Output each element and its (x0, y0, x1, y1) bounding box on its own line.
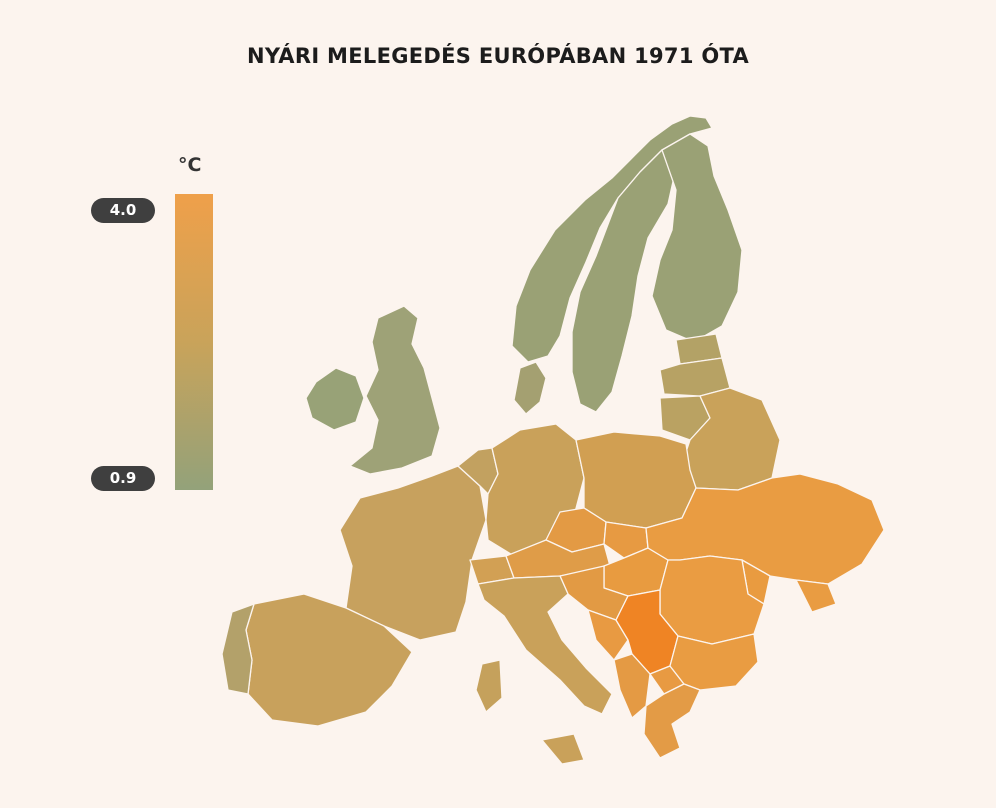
region-bulgaria (669, 633, 759, 691)
region-ireland (305, 367, 365, 431)
legend-min-tick: 0.9 (91, 466, 155, 491)
region-france (339, 465, 487, 641)
legend-max-tick: 4.0 (91, 198, 155, 223)
region-united-kingdom (349, 305, 441, 475)
region-portugal (221, 603, 255, 695)
region-hungary (603, 547, 669, 597)
region-italy (477, 575, 613, 715)
region-crimea (795, 579, 837, 613)
region-finland (651, 133, 743, 343)
legend-color-scale (175, 194, 213, 490)
region-greece (643, 683, 701, 759)
region-sardinia (475, 659, 503, 713)
legend-unit-label: °C (178, 154, 202, 176)
map-title: NYÁRI MELEGEDÉS EURÓPÁBAN 1971 ÓTA (246, 44, 750, 68)
region-sicily (541, 733, 585, 765)
region-bosnia (587, 609, 629, 661)
region-denmark (513, 361, 547, 415)
